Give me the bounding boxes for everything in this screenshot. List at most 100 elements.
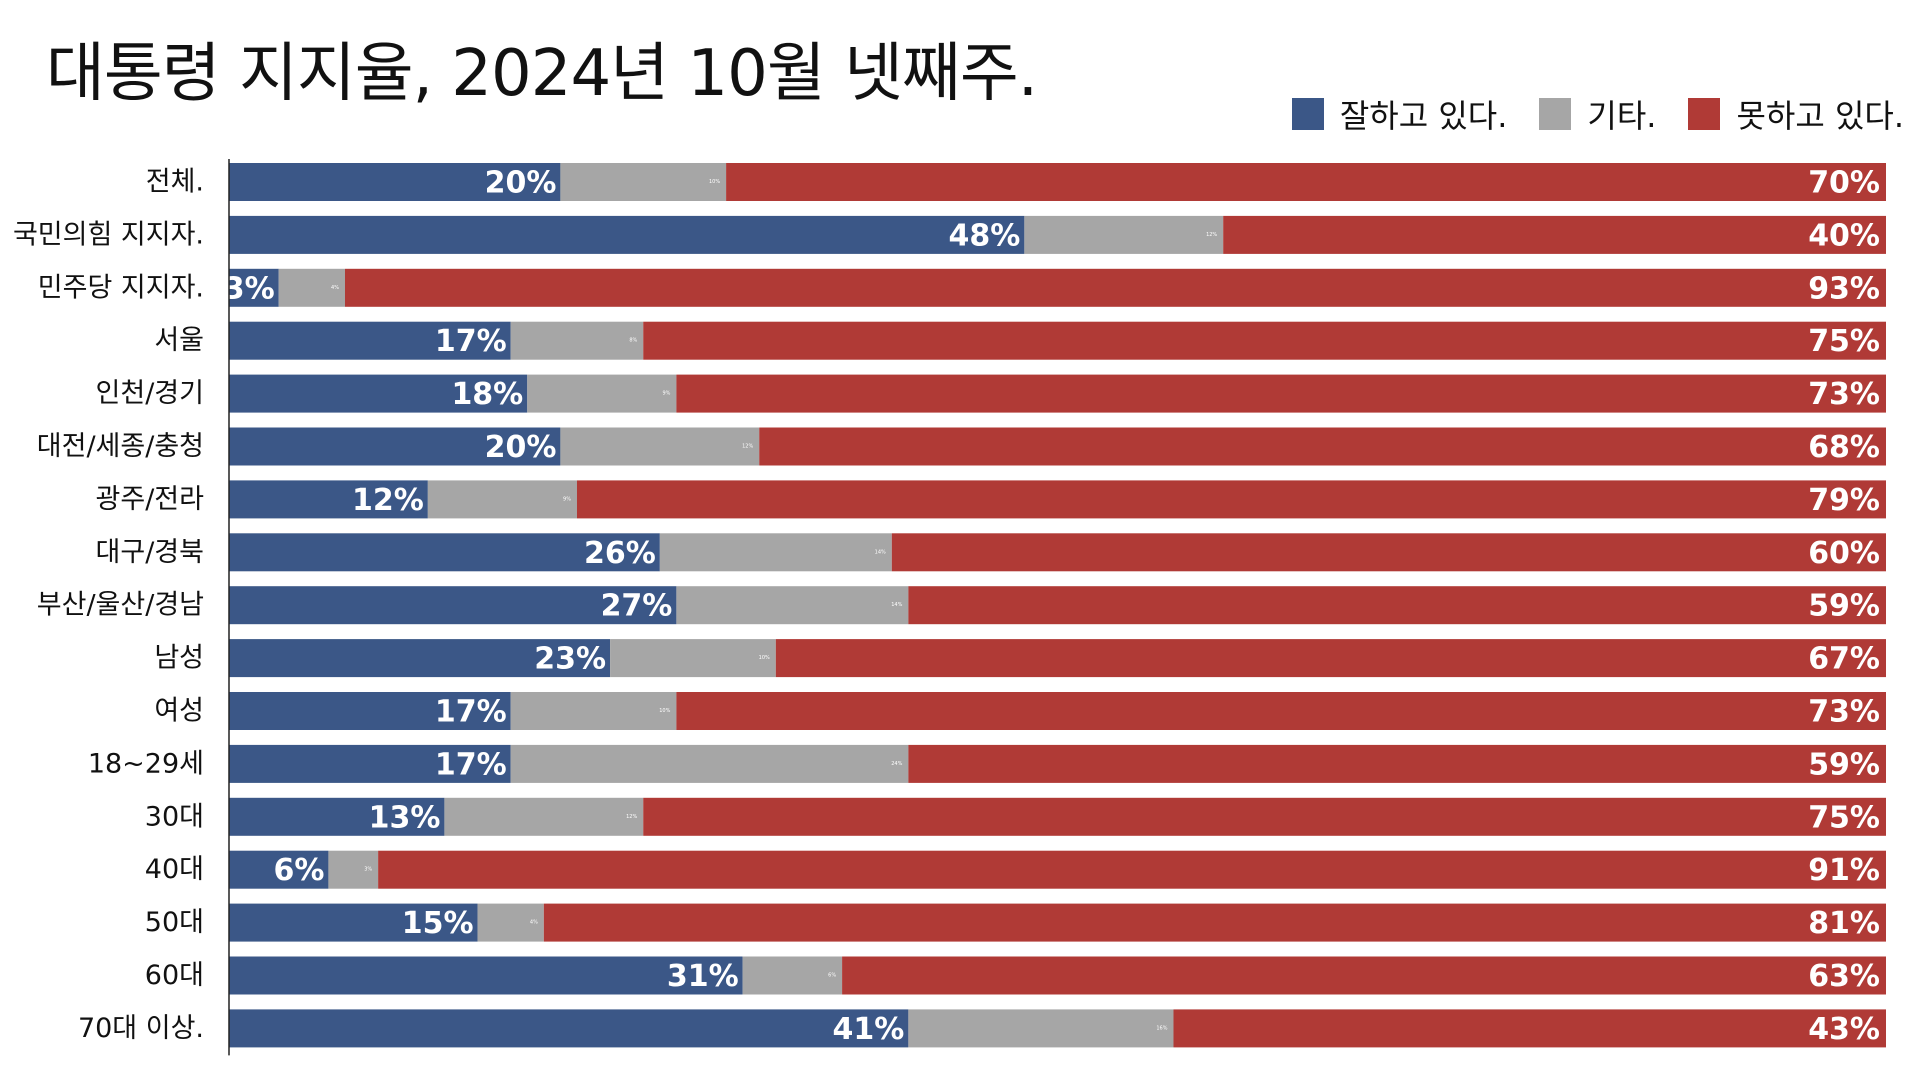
bar-segment-other [659, 533, 892, 572]
bar-segment-other [427, 480, 577, 519]
category-label: 30대 [145, 801, 204, 832]
bar-value-label: 16% [1156, 1025, 1167, 1031]
bar-value-label: 20% [485, 430, 557, 465]
bar-segment-other [477, 903, 544, 942]
bar-segment-approve [229, 850, 329, 889]
bar-value-label: 81% [1808, 906, 1880, 941]
bar-value-label: 68% [1808, 430, 1880, 465]
bar-value-label: 10% [659, 708, 670, 714]
category-label: 70대 이상. [78, 1013, 204, 1044]
category-label: 18~29세 [88, 748, 204, 779]
bar-segment-disapprove [676, 374, 1886, 413]
bar-segment-disapprove [842, 956, 1886, 995]
legend-swatch-approve [1291, 98, 1324, 130]
bar-segment-approve [229, 268, 279, 307]
bar-value-label: 10% [759, 655, 770, 661]
category-label: 국민의힘 지지자. [13, 219, 204, 250]
bar-segment-approve [229, 692, 511, 730]
bar-value-label: 15% [402, 906, 474, 941]
bar-value-label: 73% [1808, 695, 1880, 730]
bar-value-label: 3% [364, 867, 372, 873]
bar-segment-other [527, 374, 677, 413]
bar-value-label: 12% [1206, 232, 1217, 238]
legend-label-approve: 잘하고 있다. [1339, 97, 1508, 135]
legend-swatch-disapprove [1688, 98, 1721, 130]
bar-segment-approve [229, 956, 743, 995]
bar-value-label: 17% [435, 324, 507, 359]
bar-segment-disapprove [576, 480, 1886, 519]
category-label: 인천/경기 [96, 378, 204, 409]
bar-value-label: 6% [273, 853, 324, 888]
bar-value-label: 48% [949, 218, 1021, 253]
legend-swatch-other [1539, 98, 1572, 130]
bar-value-label: 20% [485, 166, 557, 201]
bar-value-label: 31% [667, 959, 739, 994]
bar-segment-approve [229, 797, 445, 836]
legend: 잘하고 있다. 기타. 못하고 있다. [1260, 96, 1904, 135]
category-label: 광주/전라 [96, 484, 205, 515]
legend-item-other: 기타. [1539, 91, 1656, 137]
bar-segment-approve [229, 586, 677, 625]
category-label: 60대 [145, 960, 204, 991]
bar-segment-other [560, 427, 760, 466]
bar-value-label: 17% [435, 695, 507, 730]
legend-item-approve: 잘하고 있다. [1291, 91, 1508, 137]
category-label: 대전/세종/충청 [37, 431, 204, 462]
bar-value-label: 4% [331, 285, 339, 291]
bar-value-label: 70% [1808, 166, 1880, 201]
bar-segment-other [1024, 215, 1224, 254]
bar-segment-other [510, 744, 909, 783]
bar-value-label: 3% [224, 271, 275, 306]
bar-value-label: 10% [709, 179, 720, 185]
bar-segment-approve [229, 639, 611, 678]
bar-value-label: 59% [1808, 589, 1880, 624]
bar-value-label: 14% [891, 602, 902, 608]
bar-value-label: 67% [1808, 642, 1880, 677]
category-label: 전체. [146, 167, 204, 198]
category-label: 대구/경북 [96, 537, 204, 568]
category-label: 남성 [154, 643, 204, 674]
bar-segment-disapprove [908, 586, 1886, 625]
bar-segment-disapprove [543, 903, 1886, 942]
bar-value-label: 75% [1808, 800, 1880, 835]
bar-value-label: 59% [1808, 747, 1880, 782]
bar-value-label: 12% [352, 483, 424, 518]
bar-value-label: 79% [1808, 483, 1880, 518]
bar-value-label: 91% [1808, 853, 1880, 888]
bar-value-label: 6% [828, 973, 836, 979]
bar-segment-disapprove [643, 797, 1886, 836]
bar-segment-disapprove [676, 692, 1886, 730]
bar-value-label: 4% [530, 920, 538, 926]
legend-label-other: 기타. [1587, 97, 1657, 135]
bar-segment-approve [229, 533, 660, 572]
bar-segment-disapprove [759, 427, 1886, 466]
bar-segment-approve [229, 480, 428, 519]
bar-value-label: 75% [1808, 324, 1880, 359]
bar-segment-approve [229, 1009, 909, 1048]
bar-value-label: 12% [742, 444, 753, 450]
category-label: 부산/울산/경남 [37, 590, 204, 621]
bar-segment-approve [229, 163, 561, 201]
bar-segment-disapprove [378, 850, 1886, 889]
bar-segment-disapprove [891, 533, 1886, 572]
bar-segment-other [610, 639, 776, 678]
bar-value-label: 18% [451, 377, 523, 412]
bar-value-label: 23% [534, 642, 606, 677]
bar-value-label: 93% [1808, 271, 1880, 306]
bar-segment-other [742, 956, 843, 995]
bar-segment-approve [229, 321, 511, 360]
category-label: 여성 [154, 696, 204, 727]
bar-value-label: 14% [875, 549, 886, 555]
bar-segment-other [908, 1009, 1174, 1048]
bar-value-label: 60% [1808, 536, 1880, 571]
bar-segment-approve [229, 427, 561, 466]
bar-value-label: 24% [891, 761, 902, 767]
bar-value-label: 9% [662, 391, 670, 397]
chart-title: 대통령 지지율, 2024년 10월 넷째주. [46, 37, 1038, 111]
bar-segment-other [676, 586, 909, 625]
bar-segment-disapprove [908, 744, 1886, 783]
legend-item-disapprove: 못하고 있다. [1688, 91, 1904, 137]
bar-value-label: 26% [584, 536, 656, 571]
bar-value-label: 73% [1808, 377, 1880, 412]
